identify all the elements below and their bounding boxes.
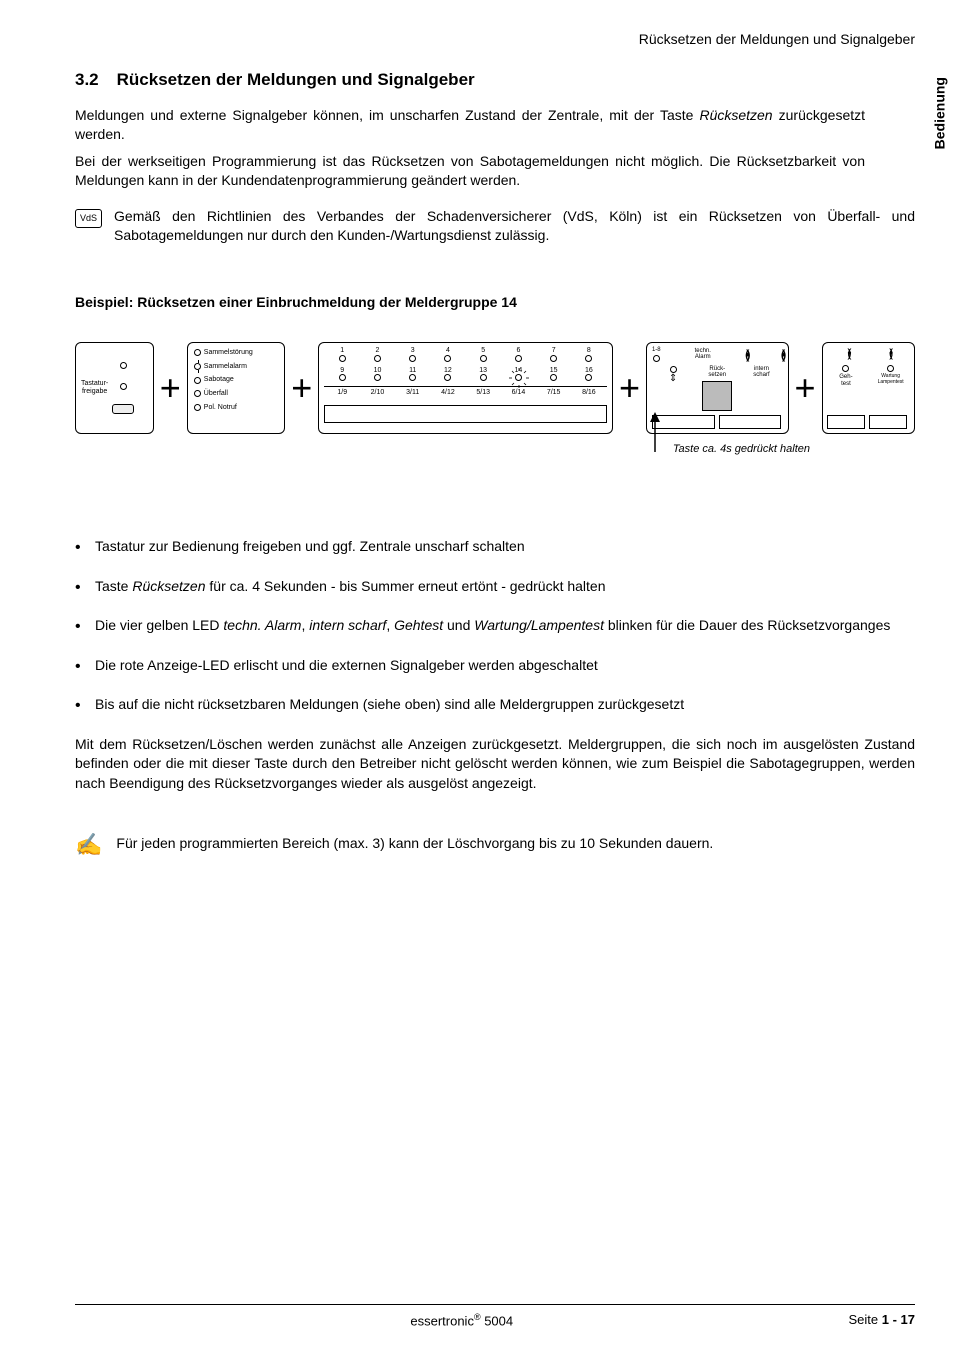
plus-icon: + (291, 368, 312, 408)
led-icon (120, 362, 127, 369)
page-header-right: Rücksetzen der Meldungen und Signalgeber (75, 30, 915, 49)
led-icon (550, 374, 557, 381)
led-icon (194, 390, 201, 397)
led-icon (585, 355, 592, 362)
keypad-release-label: Tastatur- freigabe (81, 380, 108, 395)
led-icon (194, 377, 201, 384)
footnote-block: ✍ Für jeden programmierten Bereich (max.… (75, 834, 915, 856)
led-icon (194, 349, 201, 356)
led-icon (339, 355, 346, 362)
example-heading: Beispiel: Rücksetzen einer Einbruchmeldu… (75, 293, 915, 312)
led-icon (515, 355, 522, 362)
led-icon (585, 374, 592, 381)
footer-brand: essertronic® 5004 (410, 1311, 513, 1330)
footnote-text: Für jeden programmierten Bereich (max. 3… (116, 834, 713, 853)
bullet-item: Tastatur zur Bedienung freigeben und ggf… (75, 537, 915, 557)
closing-paragraph: Mit dem Rücksetzen/Löschen werden zunäch… (75, 735, 915, 794)
led-icon (887, 365, 894, 372)
led-icon (339, 374, 346, 381)
plus-icon: + (795, 368, 816, 408)
panel-diagram: Tastatur- freigabe + Sammelstörung Samme… (75, 342, 915, 434)
led-icon (374, 355, 381, 362)
section-title: 3.2 Rücksetzen der Meldungen und Signalge… (75, 69, 915, 92)
page-footer: essertronic® 5004 Seite 1 - 17 (75, 1304, 915, 1330)
led-icon (194, 404, 201, 411)
led-icon (480, 374, 487, 381)
footer-page: Seite 1 - 17 (848, 1311, 915, 1330)
led-icon (653, 355, 660, 362)
intro-section: 3.2 Rücksetzen der Meldungen und Signalge… (75, 69, 915, 190)
led-icon (550, 355, 557, 362)
text-field (324, 405, 607, 423)
vds-text: Gemäß den Richtlinien des Verbandes der … (114, 207, 915, 245)
panel-keypad-release: Tastatur- freigabe (75, 342, 154, 434)
intro-para-1: Meldungen und externe Signalgeber können… (75, 106, 865, 144)
section-number: 3.2 (75, 70, 99, 89)
panel-reset-control: 1-8 techn. Alarm ((•)) ((•)) ⇕ Rück- set… (646, 342, 789, 434)
led-icon (444, 374, 451, 381)
panel-zone-grid: 1 2 3 4 5 6 7 8 9 10 11 12 13 14 15 (318, 342, 613, 434)
bullet-item: Die rote Anzeige-LED erlischt und die ex… (75, 656, 915, 676)
buzzer-icon: ((•)) (745, 348, 747, 361)
key-button-icon (112, 404, 134, 414)
led-icon (120, 383, 127, 390)
led-icon (842, 365, 849, 372)
updown-icon: ⇕ (669, 375, 677, 382)
bullet-item: Bis auf die nicht rücksetzbaren Meldunge… (75, 695, 915, 715)
bullet-item: Die vier gelben LED techn. Alarm, intern… (75, 616, 915, 636)
plus-icon: + (160, 368, 181, 408)
vds-badge: VdS (75, 209, 102, 227)
led-icon (374, 374, 381, 381)
led-icon (480, 355, 487, 362)
plus-icon: + (619, 368, 640, 408)
arrow-annotation: Taste ca. 4s gedrückt halten (75, 442, 915, 457)
vds-note: VdS Gemäß den Richtlinien des Verbandes … (75, 207, 915, 245)
bullet-list: Tastatur zur Bedienung freigeben und ggf… (75, 537, 915, 715)
bullet-item: Taste Rücksetzen für ca. 4 Sekunden - bi… (75, 577, 915, 597)
led-icon (409, 355, 416, 362)
section-title-text: Rücksetzen der Meldungen und Signalgeber (117, 70, 475, 89)
buzzer-icon: ((•)) (781, 348, 783, 361)
led-icon (409, 374, 416, 381)
led-icon (670, 366, 677, 373)
led-icon (444, 355, 451, 362)
write-hand-icon: ✍ (75, 834, 102, 856)
panel-test-control: ((•)) ((•)) Geh- test Wartung Lampentest (822, 342, 915, 434)
panel-collective-alarms: Sammelstörung Sammelalarm Sabotage Überf… (187, 342, 285, 434)
arrow-up-icon (645, 412, 665, 452)
intro-para-2: Bei der werkseitigen Programmierung ist … (75, 152, 865, 190)
led-blink-icon (194, 363, 201, 370)
side-tab-bedienung: Bedienung (930, 77, 949, 149)
